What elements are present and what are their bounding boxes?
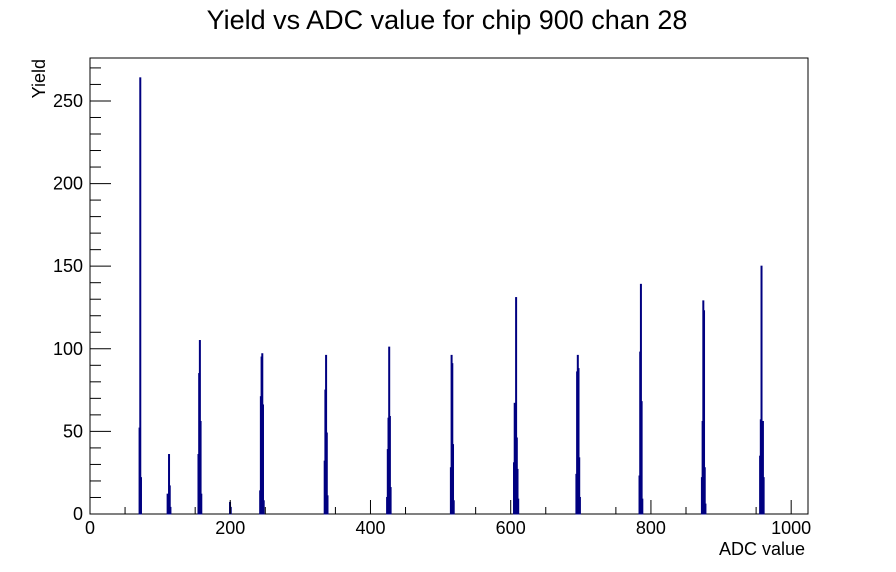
histogram-bar bbox=[760, 265, 763, 515]
histogram-bar bbox=[641, 498, 644, 515]
y-tick-label: 100 bbox=[53, 339, 83, 359]
histogram-bar bbox=[517, 498, 520, 515]
histogram-bar bbox=[389, 487, 392, 515]
histogram-bar bbox=[261, 404, 264, 515]
x-tick-label: 800 bbox=[636, 518, 666, 538]
x-tick-label: 600 bbox=[496, 518, 526, 538]
x-axis-label: ADC value bbox=[719, 539, 805, 559]
axes: 0 200 400 600 800 1000 0 50 100 150 200 250 bbox=[53, 67, 811, 538]
plot-frame bbox=[89, 57, 809, 515]
y-tick-label: 150 bbox=[53, 256, 83, 276]
x-tick-label: 200 bbox=[215, 518, 245, 538]
histogram-bar bbox=[139, 77, 142, 515]
histogram-bar bbox=[640, 401, 643, 515]
histogram-bar bbox=[139, 477, 142, 515]
histogram-bar bbox=[262, 500, 265, 515]
y-tick-label: 50 bbox=[63, 421, 83, 441]
y-tick-label: 0 bbox=[73, 504, 83, 524]
histogram-bar bbox=[704, 503, 707, 515]
x-tick-label: 0 bbox=[85, 518, 95, 538]
y-tick-label: 200 bbox=[53, 174, 83, 194]
chart-title: Yield vs ADC value for chip 900 chan 28 bbox=[207, 5, 688, 35]
histogram-bar bbox=[326, 495, 329, 515]
histogram-bar bbox=[452, 500, 455, 515]
histogram-bars bbox=[138, 77, 765, 515]
y-tick-label: 250 bbox=[53, 91, 83, 111]
histogram-bar bbox=[578, 496, 581, 515]
x-tick-label: 400 bbox=[355, 518, 385, 538]
x-tick-label: 1000 bbox=[771, 518, 811, 538]
histogram-bar bbox=[762, 477, 765, 515]
histogram-bar bbox=[200, 493, 203, 515]
y-axis-label: Yield bbox=[29, 59, 49, 98]
histogram-bar bbox=[169, 506, 172, 515]
